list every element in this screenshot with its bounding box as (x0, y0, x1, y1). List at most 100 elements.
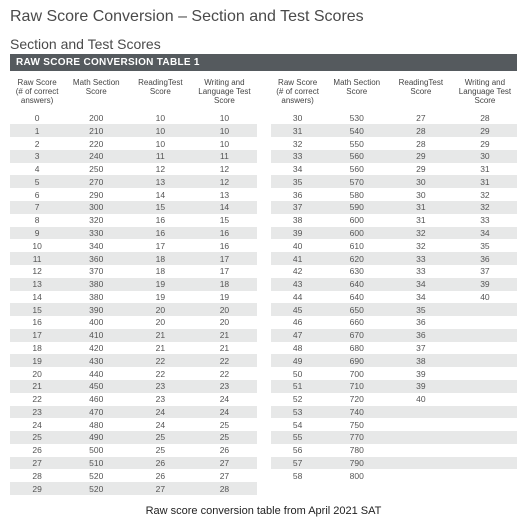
table-cell: 540 (325, 124, 389, 137)
table-row: 365803032 (271, 188, 518, 201)
table-cell: 0 (10, 112, 64, 125)
table-cell: 12 (192, 175, 256, 188)
table-cell: 750 (325, 418, 389, 431)
table-row: 4565035 (271, 303, 518, 316)
table-cell: 41 (271, 252, 325, 265)
table-cell: 740 (325, 406, 389, 419)
table-cell: 13 (128, 175, 192, 188)
table-row: 254902525 (10, 431, 257, 444)
table-cell: 15 (128, 201, 192, 214)
table-cell: 520 (64, 469, 128, 482)
column-header: Raw Score(# of correctanswers) (10, 75, 64, 112)
table-cell: 58 (271, 469, 325, 482)
table-cell: 290 (64, 188, 128, 201)
table-cell (453, 431, 517, 444)
right-column: Raw Score(# of correctanswers)Math Secti… (271, 75, 518, 495)
conversion-table-left: Raw Score(# of correctanswers)Math Secti… (10, 75, 257, 495)
table-cell: 24 (192, 406, 256, 419)
table-cell: 24 (192, 393, 256, 406)
table-cell: 16 (128, 214, 192, 227)
table-cell: 9 (10, 227, 64, 240)
table-row: 5070039 (271, 367, 518, 380)
table-cell: 23 (128, 380, 192, 393)
table-cell: 27 (128, 482, 192, 495)
table-cell: 15 (192, 214, 256, 227)
table-cell: 26 (10, 444, 64, 457)
table-cell (453, 342, 517, 355)
table-cell: 200 (64, 112, 128, 125)
table-cell: 550 (325, 137, 389, 150)
table-row: 5171039 (271, 380, 518, 393)
table-cell: 31 (389, 214, 453, 227)
table-cell: 420 (64, 342, 128, 355)
table-cell: 690 (325, 354, 389, 367)
table-cell: 4 (10, 163, 64, 176)
table-cell: 620 (325, 252, 389, 265)
table-row: 123701817 (10, 265, 257, 278)
table-cell: 780 (325, 444, 389, 457)
table-cell: 57 (271, 457, 325, 470)
table-cell: 8 (10, 214, 64, 227)
table-cell: 37 (453, 265, 517, 278)
table-row: 83201615 (10, 214, 257, 227)
table-cell: 14 (192, 201, 256, 214)
table-cell: 23 (192, 380, 256, 393)
table-cell: 17 (192, 252, 256, 265)
table-row: 315402829 (271, 124, 518, 137)
table-cell (389, 457, 453, 470)
table-row: 265002526 (10, 444, 257, 457)
table-cell: 12 (128, 163, 192, 176)
table-cell: 43 (271, 278, 325, 291)
table-row: 93301616 (10, 227, 257, 240)
table-cell: 50 (271, 367, 325, 380)
table-cell: 16 (128, 227, 192, 240)
column-header: Math SectionScore (325, 75, 389, 112)
table-cell: 28 (453, 112, 517, 125)
table-cell: 380 (64, 278, 128, 291)
table-cell: 610 (325, 239, 389, 252)
table-cell: 790 (325, 457, 389, 470)
table-cell: 30 (271, 112, 325, 125)
table-cell (453, 329, 517, 342)
table-row: 335602930 (271, 150, 518, 163)
table-row: 355703031 (271, 175, 518, 188)
table-cell: 34 (389, 291, 453, 304)
table-cell: 410 (64, 329, 128, 342)
table-cell (453, 316, 517, 329)
table-cell: 12 (192, 163, 256, 176)
table-cell: 460 (64, 393, 128, 406)
table-row: 57790 (271, 457, 518, 470)
table-cell: 10 (128, 112, 192, 125)
table-cell: 19 (128, 278, 192, 291)
table-cell: 25 (192, 431, 256, 444)
table-row: 143801919 (10, 291, 257, 304)
table-cell: 11 (128, 150, 192, 163)
table-cell: 42 (271, 265, 325, 278)
table-row: 446403440 (271, 291, 518, 304)
table-cell: 380 (64, 291, 128, 304)
table-cell: 250 (64, 163, 128, 176)
table-cell: 22 (128, 354, 192, 367)
table-cell: 510 (64, 457, 128, 470)
table-cell: 19 (10, 354, 64, 367)
table-cell: 670 (325, 329, 389, 342)
table-cell (389, 418, 453, 431)
table-cell: 28 (192, 482, 256, 495)
table-row: 52701312 (10, 175, 257, 188)
table-cell: 24 (10, 418, 64, 431)
table-cell: 18 (10, 342, 64, 355)
table-cell: 17 (192, 265, 256, 278)
table-cell: 25 (128, 431, 192, 444)
table-cell: 31 (453, 175, 517, 188)
table-cell: 38 (271, 214, 325, 227)
table-row: 22201010 (10, 137, 257, 150)
table-cell: 650 (325, 303, 389, 316)
table-cell: 20 (10, 367, 64, 380)
table-cell: 7 (10, 201, 64, 214)
table-cell: 36 (453, 252, 517, 265)
table-row: 436403439 (271, 278, 518, 291)
table-cell: 800 (325, 469, 389, 482)
table-cell: 52 (271, 393, 325, 406)
table-cell: 27 (192, 457, 256, 470)
table-cell: 29 (453, 124, 517, 137)
